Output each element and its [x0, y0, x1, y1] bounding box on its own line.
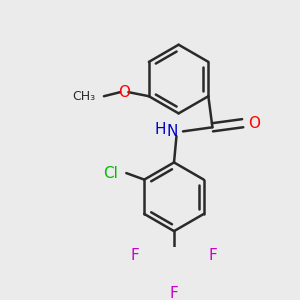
Text: H: H	[154, 122, 166, 137]
Text: F: F	[131, 248, 140, 263]
Text: O: O	[118, 85, 130, 100]
Text: CH₃: CH₃	[72, 90, 95, 103]
Text: F: F	[169, 286, 178, 300]
Text: F: F	[208, 248, 217, 263]
Text: Cl: Cl	[103, 166, 118, 181]
Text: O: O	[248, 116, 260, 131]
Text: N: N	[167, 124, 178, 139]
